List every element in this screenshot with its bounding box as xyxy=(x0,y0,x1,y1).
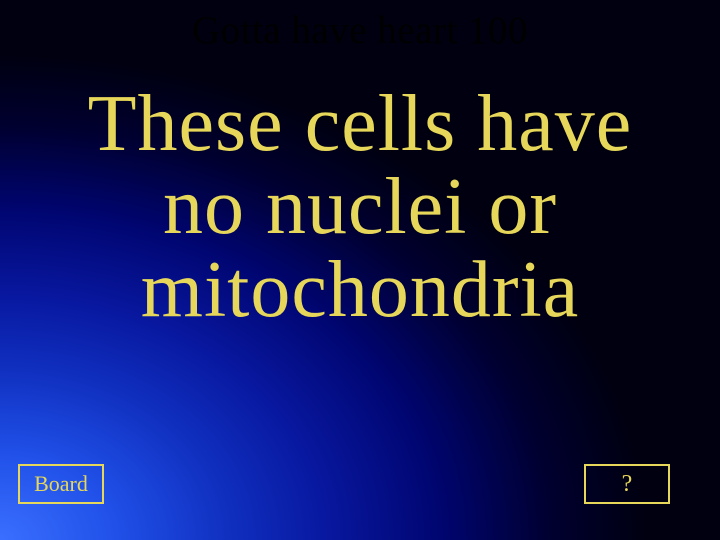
answer-button-label: ? xyxy=(622,471,633,498)
board-button-label: Board xyxy=(34,471,88,497)
clue-text: These cells have no nuclei or mitochondr… xyxy=(0,83,720,333)
answer-button[interactable]: ? xyxy=(584,464,670,504)
board-button[interactable]: Board xyxy=(18,464,104,504)
jeopardy-slide: Gotta have heart 100 These cells have no… xyxy=(0,0,720,540)
category-title: Gotta have heart 100 xyxy=(192,8,528,53)
